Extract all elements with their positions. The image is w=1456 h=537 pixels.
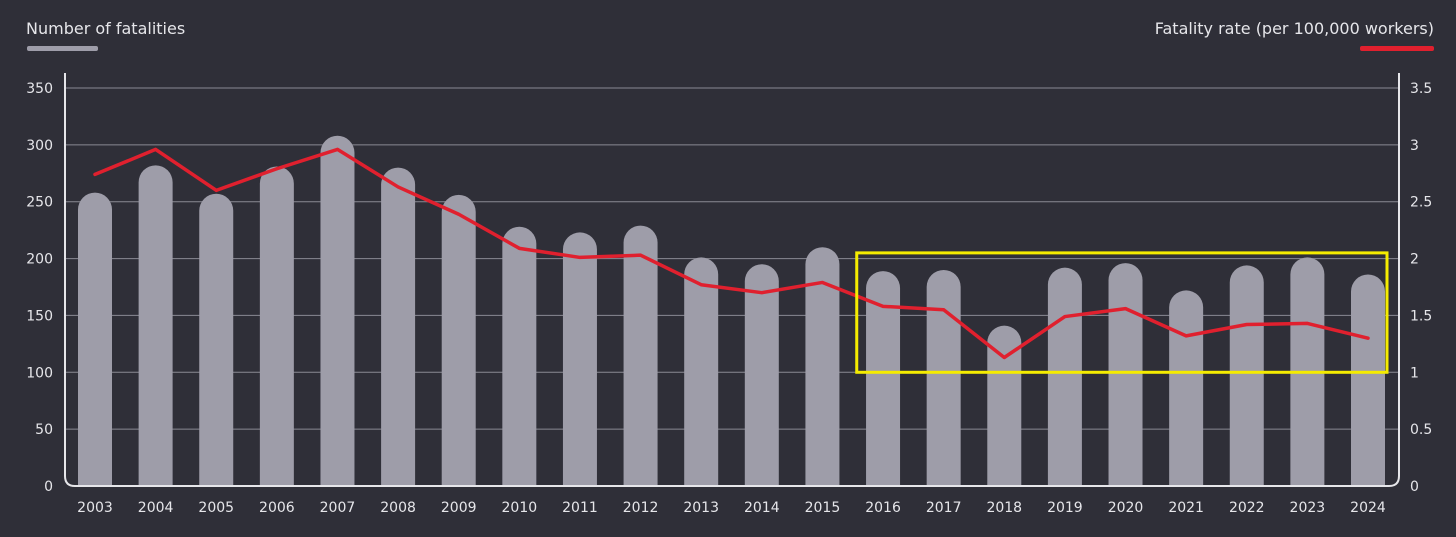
- bar-2014: [744, 264, 779, 486]
- right-tick-label: 3.5: [1410, 81, 1432, 97]
- bar-2021: [1169, 290, 1204, 486]
- x-tick-label: 2018: [986, 500, 1022, 516]
- x-tick-label: 2020: [1108, 500, 1144, 516]
- left-tick-label: 100: [26, 365, 53, 381]
- x-tick-label: 2003: [77, 500, 113, 516]
- x-tick-label: 2024: [1350, 500, 1386, 516]
- right-tick-label: 2: [1410, 252, 1419, 268]
- bar-2016: [866, 271, 901, 486]
- x-tick-label: 2011: [562, 500, 598, 516]
- rate-point-2006: [275, 167, 279, 171]
- right-axis-ticks: 0 0.5 1 1.5 2 2.5 3 3.5: [1410, 81, 1432, 495]
- x-tick-label: 2012: [623, 500, 659, 516]
- rate-point-2019: [1063, 315, 1067, 319]
- rate-point-2011: [578, 255, 582, 259]
- x-tick-label: 2022: [1229, 500, 1265, 516]
- bar-2024: [1351, 274, 1385, 486]
- bar-2019: [1047, 267, 1082, 486]
- x-tick-label: 2016: [865, 500, 901, 516]
- axes-layer: [64, 73, 1400, 487]
- x-tick-label: 2006: [259, 500, 295, 516]
- bar-2013: [684, 257, 719, 486]
- left-tick-label: 50: [35, 422, 53, 438]
- x-tick-label: 2010: [502, 500, 538, 516]
- x-axis-labels: 2003 2004 2005 2006 2007 2008 2009 2010 2011 2012…: [77, 500, 1386, 516]
- right-tick-label: 2.5: [1410, 195, 1432, 211]
- bar-2022: [1229, 265, 1264, 486]
- rate-point-2022: [1245, 323, 1249, 327]
- x-tick-label: 2013: [683, 500, 719, 516]
- rate-point-2010: [517, 246, 521, 250]
- rate-point-2018: [1002, 356, 1006, 360]
- left-axis-ticks: 0 50 100 150 200 250 300 350: [26, 81, 53, 495]
- rate-point-2007: [335, 147, 339, 151]
- rate-point-2023: [1305, 321, 1309, 325]
- rate-point-2017: [942, 308, 946, 312]
- right-tick-label: 1.5: [1410, 308, 1432, 324]
- x-tick-label: 2017: [926, 500, 962, 516]
- left-tick-label: 0: [44, 479, 53, 495]
- bar-2011: [562, 232, 597, 486]
- rate-point-2012: [639, 253, 643, 257]
- x-tick-label: 2004: [138, 500, 174, 516]
- rate-point-2013: [699, 283, 703, 287]
- right-tick-label: 3: [1410, 138, 1419, 154]
- right-tick-label: 0: [1410, 479, 1419, 495]
- axis-frame: [64, 73, 1400, 487]
- bar-2018: [987, 325, 1022, 486]
- legend-left-label: Number of fatalities: [26, 19, 185, 38]
- rate-point-2003: [93, 172, 97, 176]
- right-tick-label: 0.5: [1410, 422, 1432, 438]
- left-tick-label: 200: [26, 252, 53, 268]
- rate-point-2021: [1184, 334, 1188, 338]
- x-tick-label: 2014: [744, 500, 780, 516]
- bar-2003: [78, 192, 112, 487]
- legend-left-swatch: [27, 46, 98, 51]
- legend: Number of fatalities Fatality rate (per …: [26, 19, 1434, 51]
- bar-2007: [320, 135, 355, 486]
- legend-right-swatch: [1360, 46, 1434, 51]
- rate-point-2020: [1124, 307, 1128, 311]
- right-tick-label: 1: [1410, 365, 1419, 381]
- rate-point-2009: [457, 212, 461, 216]
- line-layer: [93, 147, 1370, 360]
- rate-point-2004: [154, 147, 158, 151]
- bar-2004: [138, 165, 173, 486]
- x-tick-label: 2005: [198, 500, 234, 516]
- x-tick-label: 2015: [805, 500, 841, 516]
- x-tick-label: 2009: [441, 500, 477, 516]
- legend-right-label: Fatality rate (per 100,000 workers): [1155, 19, 1434, 38]
- highlight-layer: [855, 251, 1389, 374]
- x-tick-label: 2023: [1290, 500, 1326, 516]
- rate-point-2005: [214, 188, 218, 192]
- bars-layer: [78, 135, 1385, 487]
- rate-point-2024: [1366, 336, 1370, 340]
- x-tick-label: 2007: [320, 500, 356, 516]
- x-tick-label: 2008: [380, 500, 416, 516]
- rate-point-2014: [760, 291, 764, 295]
- x-tick-label: 2019: [1047, 500, 1083, 516]
- left-tick-label: 350: [26, 81, 53, 97]
- bar-2020: [1108, 263, 1143, 486]
- bar-2008: [381, 167, 416, 486]
- bar-2010: [502, 226, 537, 486]
- rate-point-2015: [820, 280, 824, 284]
- x-tick-label: 2021: [1168, 500, 1204, 516]
- bar-2005: [199, 193, 234, 487]
- bar-2012: [623, 225, 658, 486]
- left-tick-label: 300: [26, 138, 53, 154]
- highlight-box: [855, 251, 1389, 374]
- rate-point-2016: [881, 304, 885, 308]
- left-tick-label: 150: [26, 308, 53, 324]
- bar-2017: [926, 269, 961, 486]
- bar-2006: [259, 166, 294, 486]
- rate-point-2008: [396, 185, 400, 189]
- left-tick-label: 250: [26, 195, 53, 211]
- bar-2009: [441, 194, 476, 487]
- rate-line: [93, 147, 1370, 360]
- bar-2015: [805, 247, 840, 486]
